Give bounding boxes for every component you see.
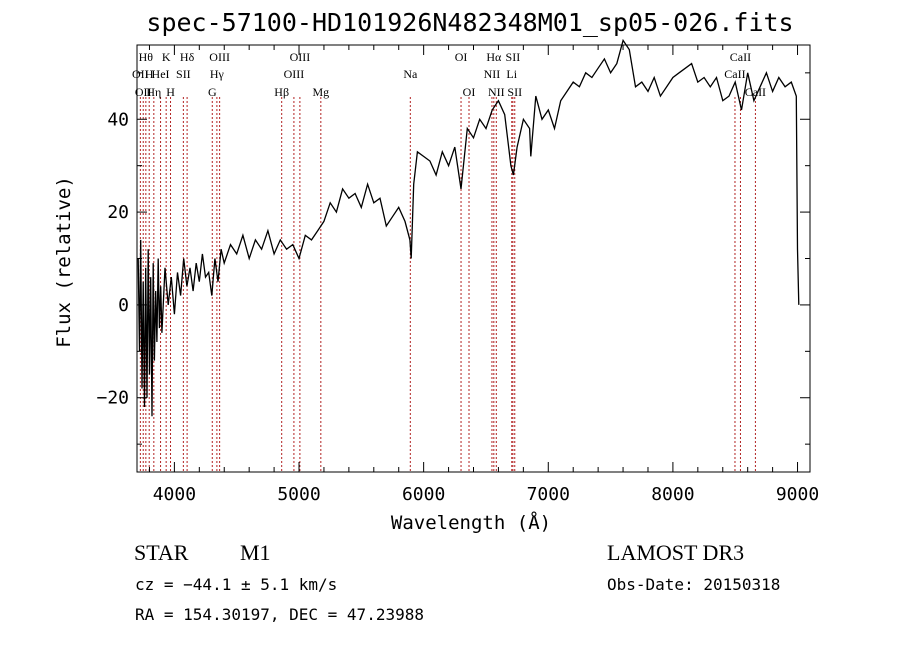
line-marker-label: Hδ xyxy=(180,50,195,64)
x-axis-ticks: 4000 5000 6000 7000 8000 9000 xyxy=(148,45,819,505)
y-tick-label: 0 xyxy=(118,295,129,316)
y-tick-label: 20 xyxy=(107,202,129,223)
object-subclass: M1 xyxy=(240,540,271,565)
line-marker-label: OIII xyxy=(284,67,305,81)
line-marker-label: CaII xyxy=(724,67,745,81)
line-marker-label: Hθ xyxy=(139,50,154,64)
line-marker-label: SII xyxy=(506,50,521,64)
object-class: STAR xyxy=(134,540,189,565)
x-tick-label: 8000 xyxy=(651,484,694,505)
line-marker-label: CaII xyxy=(745,85,766,99)
line-marker-label: CaII xyxy=(730,50,751,64)
x-axis-label: Wavelength (Å) xyxy=(391,511,551,534)
y-axis-ticks: −20 0 20 40 xyxy=(96,72,810,445)
x-tick-label: 5000 xyxy=(277,484,320,505)
line-marker-label: NII xyxy=(488,85,505,99)
line-marker-label: OI xyxy=(463,85,476,99)
chart-title: spec-57100-HD101926N482348M01_sp05-026.f… xyxy=(146,8,793,37)
line-marker-label: OII xyxy=(132,67,149,81)
coordinates-text: RA = 154.30197, DEC = 47.23988 xyxy=(135,605,424,624)
survey-name: LAMOST DR3 xyxy=(607,540,744,565)
line-marker-label: Hγ xyxy=(210,67,225,81)
line-marker-label: Mg xyxy=(312,85,329,99)
line-marker-label: Li xyxy=(506,67,517,81)
line-marker-label: SII xyxy=(176,67,191,81)
line-marker-label: SII xyxy=(507,85,522,99)
line-marker-label: OII xyxy=(135,85,152,99)
redshift-text: cz = −44.1 ± 5.1 km/s xyxy=(135,575,337,594)
y-tick-label: 40 xyxy=(107,109,129,130)
spectrum-line xyxy=(137,38,800,417)
line-marker-label: G xyxy=(208,85,217,99)
y-tick-label: −20 xyxy=(96,388,129,409)
line-marker-label: Na xyxy=(403,67,418,81)
line-marker-label: OI xyxy=(455,50,468,64)
x-tick-label: 4000 xyxy=(153,484,196,505)
line-marker-label: HeI xyxy=(152,67,170,81)
line-marker-label: NII xyxy=(484,67,501,81)
plot-frame xyxy=(136,44,811,473)
y-axis-label: Flux (relative) xyxy=(53,176,75,348)
line-marker-label: OIII xyxy=(290,50,311,64)
line-marker-label: Hη xyxy=(146,85,161,99)
x-tick-label: 9000 xyxy=(776,484,819,505)
line-marker-label: OIII xyxy=(209,50,230,64)
x-tick-label: 7000 xyxy=(527,484,570,505)
spectral-line-labels: OIIOIIHθHHηHeIKHSIIHδGHγOIIIHβOIIIOIIIMg… xyxy=(132,50,766,99)
x-tick-label: 6000 xyxy=(402,484,445,505)
line-marker-label: H xyxy=(145,67,154,81)
line-marker-label: K xyxy=(162,50,171,64)
line-marker-label: Hα xyxy=(486,50,502,64)
line-marker-label: H xyxy=(166,85,175,99)
obs-date-text: Obs-Date: 20150318 xyxy=(607,575,780,594)
spectral-line-markers xyxy=(139,97,756,472)
line-marker-label: Hβ xyxy=(274,85,289,99)
